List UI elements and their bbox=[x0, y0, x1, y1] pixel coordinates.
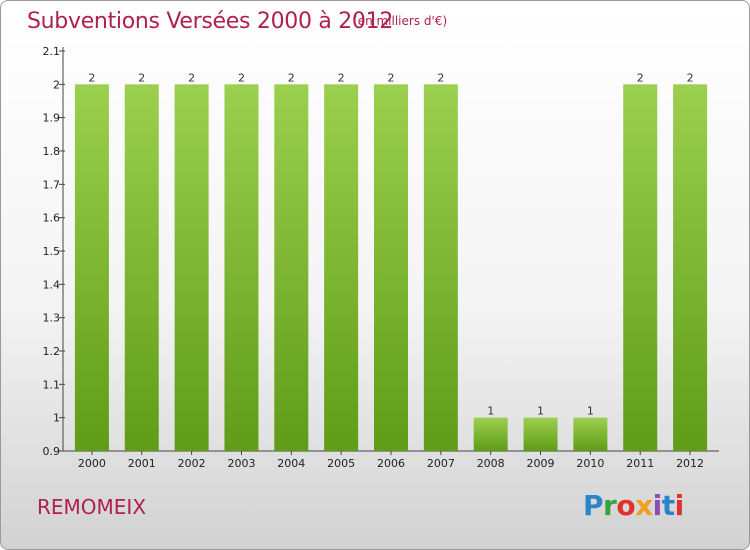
data-label: 2 bbox=[238, 71, 245, 84]
y-tick-label: 1 bbox=[53, 412, 60, 425]
chart-labels: 0.9 1 1.1 1.2 1.3 1.4 1.5 1.6 1.7 1.8 1.9 2 2.1 2000 2… bbox=[43, 45, 705, 470]
x-tick-label: 2008 bbox=[477, 457, 505, 470]
y-tick-label: 1.3 bbox=[43, 312, 61, 325]
data-label: 2 bbox=[288, 71, 295, 84]
bar bbox=[324, 84, 359, 451]
y-tick-label: 2.1 bbox=[43, 45, 61, 58]
y-tick-label: 0.9 bbox=[43, 445, 61, 458]
y-tick-label: 1.9 bbox=[43, 112, 61, 125]
chart-unit: (en milliers d'€) bbox=[353, 14, 448, 28]
data-label: 2 bbox=[637, 71, 644, 84]
bar bbox=[374, 84, 408, 451]
bar bbox=[423, 84, 458, 451]
data-label: 1 bbox=[537, 405, 544, 418]
data-label: 2 bbox=[338, 71, 345, 84]
x-tick-label: 2005 bbox=[327, 457, 355, 470]
data-label: 1 bbox=[587, 405, 594, 418]
bar bbox=[573, 417, 608, 451]
bar bbox=[473, 417, 508, 451]
x-tick-label: 2009 bbox=[527, 457, 555, 470]
y-tick-label: 2 bbox=[53, 78, 60, 91]
data-label: 2 bbox=[88, 71, 95, 84]
y-tick-label: 1.5 bbox=[43, 245, 61, 258]
proxiti-logo-icon: Proxiti bbox=[583, 489, 684, 522]
y-tick-label: 1.4 bbox=[43, 278, 61, 291]
x-tick-label: 2006 bbox=[377, 457, 405, 470]
chart-title: Subventions Versées 2000 à 2012 bbox=[27, 9, 394, 34]
data-label: 2 bbox=[138, 71, 145, 84]
bar bbox=[224, 84, 259, 451]
y-tick-label: 1.8 bbox=[43, 145, 61, 158]
data-label: 2 bbox=[437, 71, 444, 84]
bar bbox=[174, 84, 209, 451]
bar bbox=[623, 84, 658, 451]
x-tick-label: 2007 bbox=[427, 457, 455, 470]
y-tick-label: 1.7 bbox=[43, 178, 61, 191]
data-label: 1 bbox=[487, 405, 494, 418]
bar bbox=[523, 417, 558, 451]
data-label: 2 bbox=[687, 71, 694, 84]
x-tick-label: 2012 bbox=[676, 457, 704, 470]
y-tick-label: 1.6 bbox=[43, 212, 61, 225]
y-tick-label: 1.1 bbox=[43, 378, 61, 391]
x-tick-label: 2002 bbox=[178, 457, 206, 470]
bar bbox=[74, 84, 109, 451]
x-tick-label: 2001 bbox=[128, 457, 156, 470]
data-label: 2 bbox=[388, 71, 395, 84]
data-label: 2 bbox=[188, 71, 195, 84]
x-tick-label: 2010 bbox=[576, 457, 604, 470]
bar bbox=[673, 84, 708, 451]
x-tick-label: 2011 bbox=[626, 457, 654, 470]
chart-bars bbox=[74, 84, 708, 451]
bar bbox=[274, 84, 309, 451]
commune-name: REMOMEIX bbox=[37, 495, 147, 519]
y-tick-label: 1.2 bbox=[43, 345, 61, 358]
x-tick-label: 2003 bbox=[227, 457, 255, 470]
bar bbox=[124, 84, 159, 451]
x-tick-label: 2000 bbox=[78, 457, 106, 470]
x-tick-label: 2004 bbox=[277, 457, 305, 470]
